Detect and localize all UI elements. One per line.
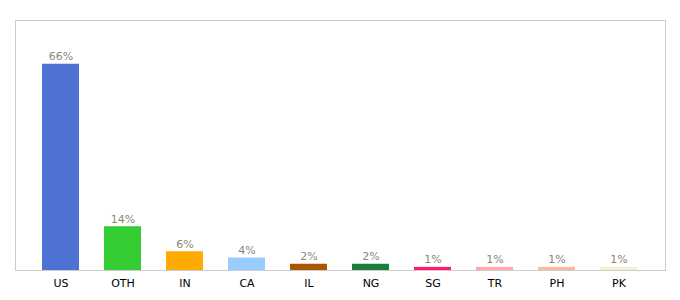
svg-text:PH: PH xyxy=(550,277,565,290)
svg-text:1%: 1% xyxy=(548,253,565,266)
svg-text:2%: 2% xyxy=(362,250,379,263)
svg-text:IL: IL xyxy=(304,277,314,290)
svg-text:NG: NG xyxy=(363,277,380,290)
svg-text:CA: CA xyxy=(239,277,255,290)
svg-text:US: US xyxy=(53,277,68,290)
svg-text:1%: 1% xyxy=(610,253,627,266)
svg-text:OTH: OTH xyxy=(111,277,135,290)
svg-text:14%: 14% xyxy=(111,213,135,226)
svg-text:IN: IN xyxy=(179,277,190,290)
svg-text:PK: PK xyxy=(612,277,627,290)
svg-text:66%: 66% xyxy=(49,50,73,63)
svg-text:SG: SG xyxy=(425,277,441,290)
svg-text:6%: 6% xyxy=(176,238,193,251)
svg-text:1%: 1% xyxy=(486,253,503,266)
svg-text:TR: TR xyxy=(487,277,503,290)
svg-text:4%: 4% xyxy=(238,244,255,257)
svg-text:2%: 2% xyxy=(300,250,317,263)
svg-text:1%: 1% xyxy=(424,253,441,266)
